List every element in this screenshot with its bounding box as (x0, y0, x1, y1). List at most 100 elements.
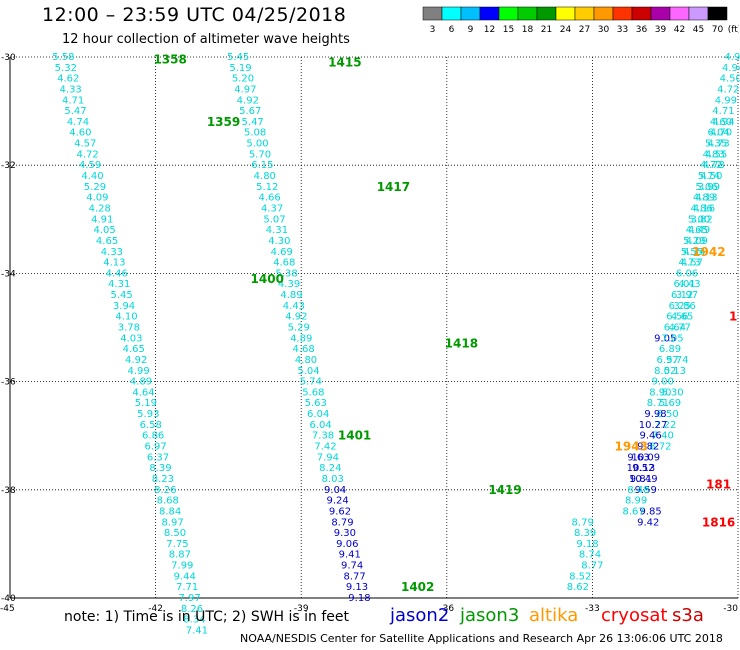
swh-value-label: 7.42 (314, 442, 336, 453)
x-tick-label: -42 (148, 604, 163, 614)
swh-value-label: 4.05 (94, 225, 116, 236)
x-tick-label: -39 (294, 604, 309, 614)
swh-value-label: 8.67 (623, 506, 645, 517)
swh-value-label: 9.18 (348, 593, 370, 604)
swh-value-label: 8.99 (625, 496, 647, 507)
color-scale-label: 3 (430, 25, 436, 35)
swh-value-label: 4.73 (678, 258, 700, 269)
color-scale-label: 70 (712, 25, 724, 35)
swh-value-label: 5.67 (239, 106, 261, 117)
swh-value-label: 7.05 (661, 333, 683, 344)
swh-value-label: 8.74 (579, 550, 601, 561)
swh-value-label: 9.85 (640, 506, 662, 517)
swh-value-label: 9.46 (640, 431, 662, 442)
swh-value-label: 8.79 (572, 517, 594, 528)
swh-value-label: 4.33 (60, 84, 82, 95)
swh-value-label: 10.09 (631, 452, 660, 463)
swh-value-label: 4.92 (237, 95, 259, 106)
pass-number-label: 1359 (207, 115, 240, 129)
swh-value-label: 4.99 (127, 366, 149, 377)
swh-value-label: 8.87 (169, 550, 191, 561)
swh-value-label: 6.25 (669, 301, 691, 312)
swh-value-label: 6.04 (307, 409, 329, 420)
swh-value-label: 6.12 (671, 290, 693, 301)
swh-value-label: 5.68 (302, 387, 324, 398)
swh-value-label: 4.71 (712, 106, 734, 117)
pass-number-label: 181 (706, 477, 731, 491)
swh-value-label: 4.13 (103, 258, 125, 269)
swh-value-label: 4.49 (688, 225, 710, 236)
swh-value-label: 5.08 (244, 128, 266, 139)
swh-value-label: 5.74 (698, 171, 720, 182)
pass-number-label: 1418 (445, 337, 478, 351)
swh-value-label: 6.01 (673, 279, 695, 290)
swh-value-label: 7.99 (171, 561, 193, 572)
swh-value-label: 4.69 (271, 247, 293, 258)
swh-value-label: 4.83 (703, 149, 725, 160)
chart-subtitle: 12 hour collection of altimeter wave hei… (62, 32, 350, 47)
swh-value-label: 5.19 (135, 398, 157, 409)
swh-value-label: 9.18 (576, 539, 598, 550)
swh-value-label: 3.97 (676, 290, 698, 301)
swh-value-label: 5.00 (246, 139, 268, 150)
swh-value-label: 3.99 (698, 182, 720, 193)
swh-value-label: 9.24 (326, 496, 348, 507)
x-tick-label: -45 (0, 604, 15, 614)
swh-value-label: 4.80 (254, 171, 276, 182)
swh-value-label: 5.00 (688, 214, 710, 225)
swh-value-label: 4.73 (707, 139, 729, 150)
swh-value-label: 7.75 (166, 539, 188, 550)
swh-value-label: 4.62 (57, 74, 79, 85)
swh-value-label: 5.47 (242, 117, 264, 128)
legend-s3a: s3a (672, 605, 704, 626)
swh-value-label: 6.37 (147, 452, 169, 463)
x-tick-label: -30 (723, 604, 738, 614)
x-tick-label: -36 (439, 604, 454, 614)
swh-value-label: 8.77 (581, 561, 603, 572)
swh-value-label: 8.77 (343, 571, 365, 582)
swh-value-label: 5.63 (305, 398, 327, 409)
swh-value-label: 9.06 (336, 539, 358, 550)
swh-value-label: 5.06 (695, 182, 717, 193)
swh-value-label: 5.19 (229, 63, 251, 74)
swh-value-label: 8.50 (164, 528, 186, 539)
color-scale-label: 27 (579, 25, 590, 35)
swh-value-label: 4.37 (261, 203, 283, 214)
color-scale-label: 45 (693, 25, 704, 35)
pass-number-label: 1400 (251, 272, 284, 286)
swh-value-label: 4.33 (101, 247, 123, 258)
pass-number-label: 1942 (692, 245, 725, 259)
swh-value-label: 9.30 (334, 528, 356, 539)
swh-value-label: 8.23 (152, 474, 174, 485)
swh-value-label: 4.72 (77, 149, 99, 160)
swh-value-label: 6.89 (659, 344, 681, 355)
swh-value-label: 5.29 (84, 182, 106, 193)
swh-value-label: 4.31 (108, 279, 130, 290)
y-tick-label: -36 (1, 378, 16, 388)
swh-value-label: 4.34 (683, 247, 705, 258)
swh-value-label: 4.68 (292, 344, 314, 355)
swh-value-label: 3.78 (118, 323, 140, 334)
swh-value-label: 6.50 (656, 409, 678, 420)
legend-altika: altika (529, 605, 579, 626)
swh-value-label: 9.74 (341, 561, 363, 572)
swh-value-label: 10.49 (629, 474, 658, 485)
swh-value-label: 8.97 (161, 517, 183, 528)
swh-value-label: 5.04 (297, 366, 319, 377)
swh-value-label: 8.79 (331, 517, 353, 528)
color-scale-label: 18 (522, 25, 534, 35)
swh-value-label: 4.89 (130, 377, 152, 388)
swh-value-label: 4.68 (273, 258, 295, 269)
legend-cryosat: cryosat (601, 605, 668, 626)
color-scale-label: 30 (598, 25, 610, 35)
swh-value-label: 7.40 (652, 431, 674, 442)
swh-value-label: 4.28 (89, 203, 111, 214)
swh-value-label: 4.86 (690, 203, 712, 214)
swh-value-label: 4.78 (703, 160, 725, 171)
swh-value-label: 4.65 (123, 344, 145, 355)
swh-value-label: 8.90 (649, 387, 671, 398)
swh-value-label: 8.72 (649, 442, 671, 453)
